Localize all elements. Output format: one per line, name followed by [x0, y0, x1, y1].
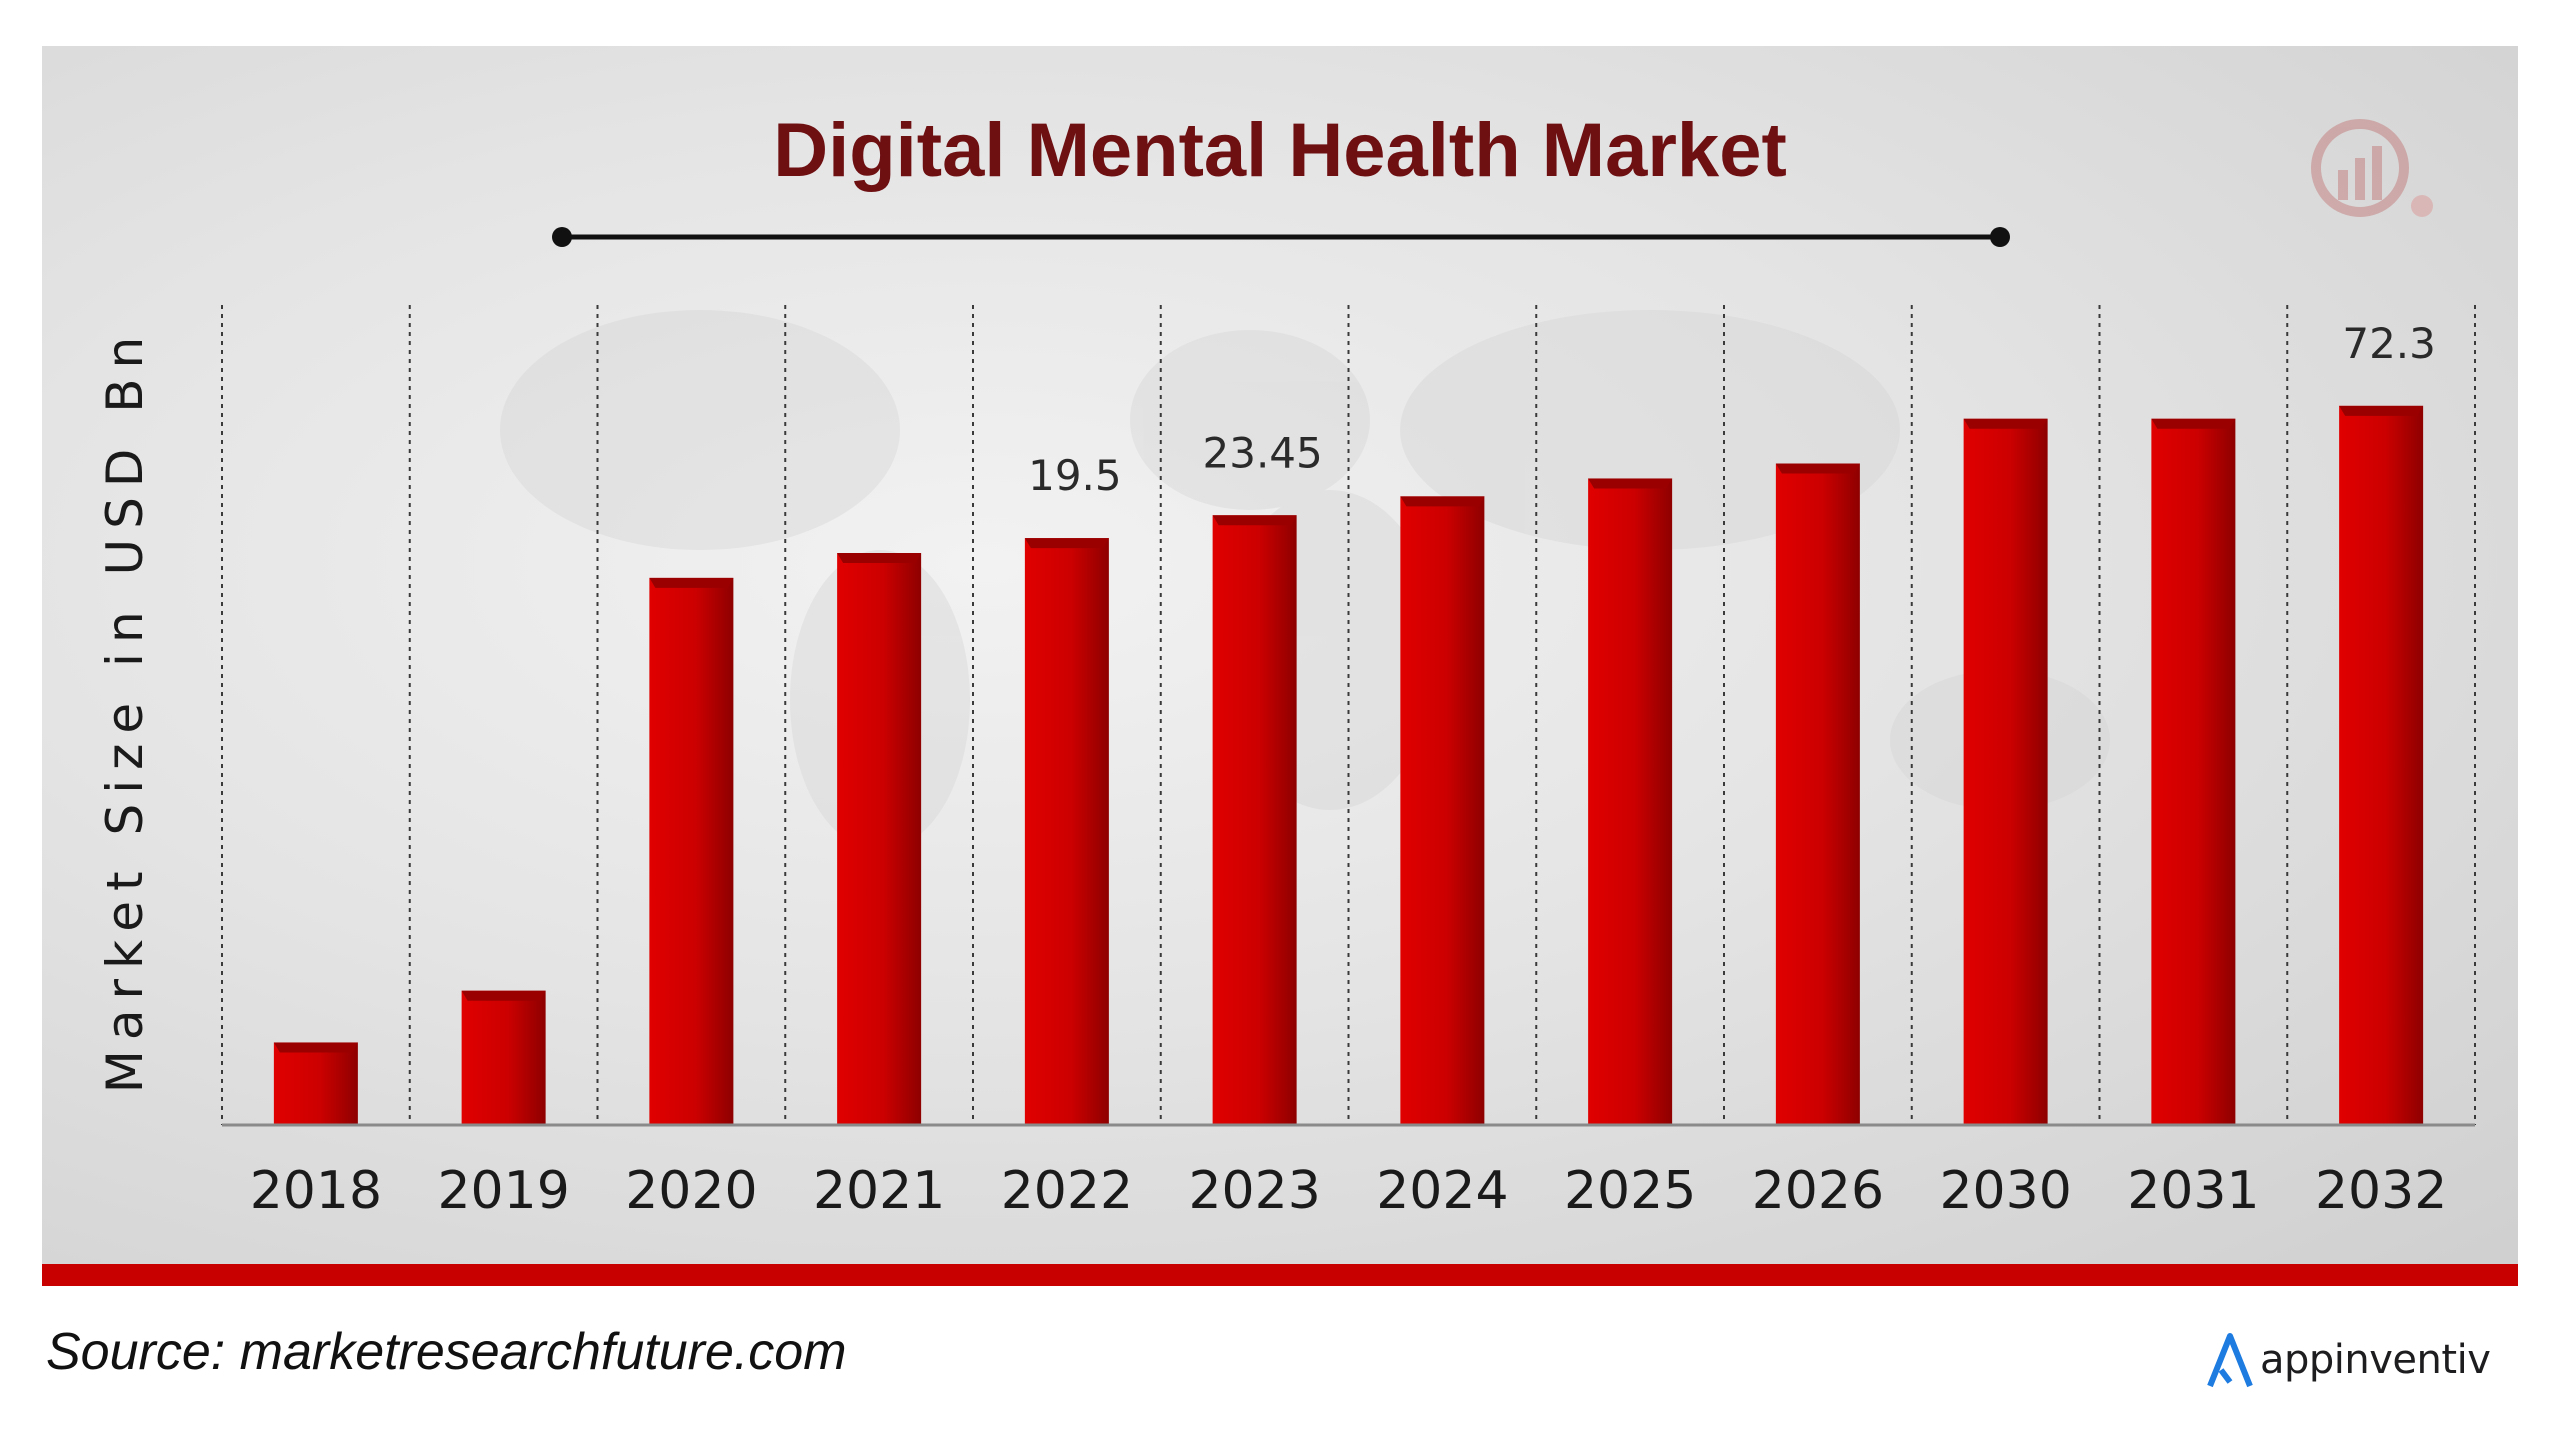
- x-tick-label: 2019: [437, 1161, 569, 1221]
- x-tick-label: 2031: [2127, 1161, 2259, 1221]
- data-label: 23.45: [1203, 428, 1323, 477]
- bar-body: [1963, 418, 2048, 1125]
- bar-body: [1024, 538, 1109, 1125]
- x-tick-label: 2022: [1001, 1161, 1133, 1221]
- title-underline: [552, 227, 2010, 247]
- bar-2025: [1588, 478, 1673, 1125]
- data-label: 19.5: [1028, 451, 1122, 500]
- x-tick-label: 2025: [1564, 1161, 1696, 1221]
- bar-cap: [1588, 478, 1673, 489]
- bar-cap: [2151, 418, 2236, 429]
- bar-2020: [649, 577, 734, 1125]
- bar-body: [2339, 405, 2424, 1126]
- bar-cap: [2339, 405, 2424, 416]
- bar-body: [2151, 418, 2236, 1125]
- bar-body: [1400, 496, 1485, 1125]
- bar-2022: [1024, 538, 1109, 1125]
- world-map-watermark: [500, 310, 2110, 850]
- bar-cap: [1024, 538, 1109, 549]
- bar-body: [649, 577, 734, 1125]
- bar-cap: [273, 1042, 358, 1053]
- grid-separators: [221, 305, 2476, 1125]
- bar-body: [461, 990, 546, 1125]
- bar-cap: [1212, 515, 1297, 526]
- data-label: 72.3: [2342, 319, 2436, 368]
- bar-2026: [1775, 463, 1860, 1125]
- appinventiv-logo-icon: [2207, 1333, 2253, 1388]
- bar-body: [837, 553, 922, 1125]
- bar-body: [1212, 515, 1297, 1125]
- y-axis-label: Market Size in USD Bn: [96, 327, 154, 1094]
- chart-title: Digital Mental Health Market: [773, 108, 1787, 193]
- bar-cap: [649, 577, 734, 588]
- brand-name: appinventiv: [2260, 1337, 2491, 1383]
- x-tick-labels: 2018 2019 2020 2021 2022 2023 2024 2025 2026 2030…: [250, 1161, 2448, 1221]
- bar-body: [1588, 478, 1673, 1125]
- x-tick-label: 2026: [1752, 1161, 1884, 1221]
- bar-2018: [273, 1042, 358, 1125]
- bar-cap: [1400, 496, 1485, 507]
- brand: appinventiv: [2206, 1330, 2491, 1390]
- bar-2024: [1400, 496, 1485, 1125]
- bar-cap: [1775, 463, 1860, 474]
- bar-chart: Digital Mental Health Market Market Size…: [96, 108, 2476, 1221]
- x-tick-label: 2020: [625, 1161, 757, 1221]
- accent-red-bar: [42, 1264, 2518, 1286]
- bar-2031: [2151, 418, 2236, 1125]
- bars: [273, 405, 2424, 1126]
- bar-cap: [461, 990, 546, 1001]
- bar-2030: [1963, 418, 2048, 1125]
- x-tick-label: 2018: [250, 1161, 382, 1221]
- bar-cap: [1963, 418, 2048, 429]
- bar-2032: [2339, 405, 2424, 1126]
- bar-2019: [461, 990, 546, 1125]
- x-tick-label: 2030: [1939, 1161, 2071, 1221]
- bar-2021: [837, 553, 922, 1125]
- bar-body: [273, 1042, 358, 1125]
- x-tick-label: 2024: [1376, 1161, 1508, 1221]
- data-labels: 19.5 23.45 72.3: [1028, 319, 2436, 500]
- bar-cap: [837, 553, 922, 564]
- source-caption: Source: marketresearchfuture.com: [46, 1323, 847, 1381]
- bar-body: [1775, 463, 1860, 1125]
- mrfr-logo-icon: [2311, 119, 2433, 217]
- x-tick-label: 2021: [813, 1161, 945, 1221]
- x-tick-label: 2032: [2315, 1161, 2447, 1221]
- x-tick-label: 2023: [1188, 1161, 1320, 1221]
- bar-2023: [1212, 515, 1297, 1125]
